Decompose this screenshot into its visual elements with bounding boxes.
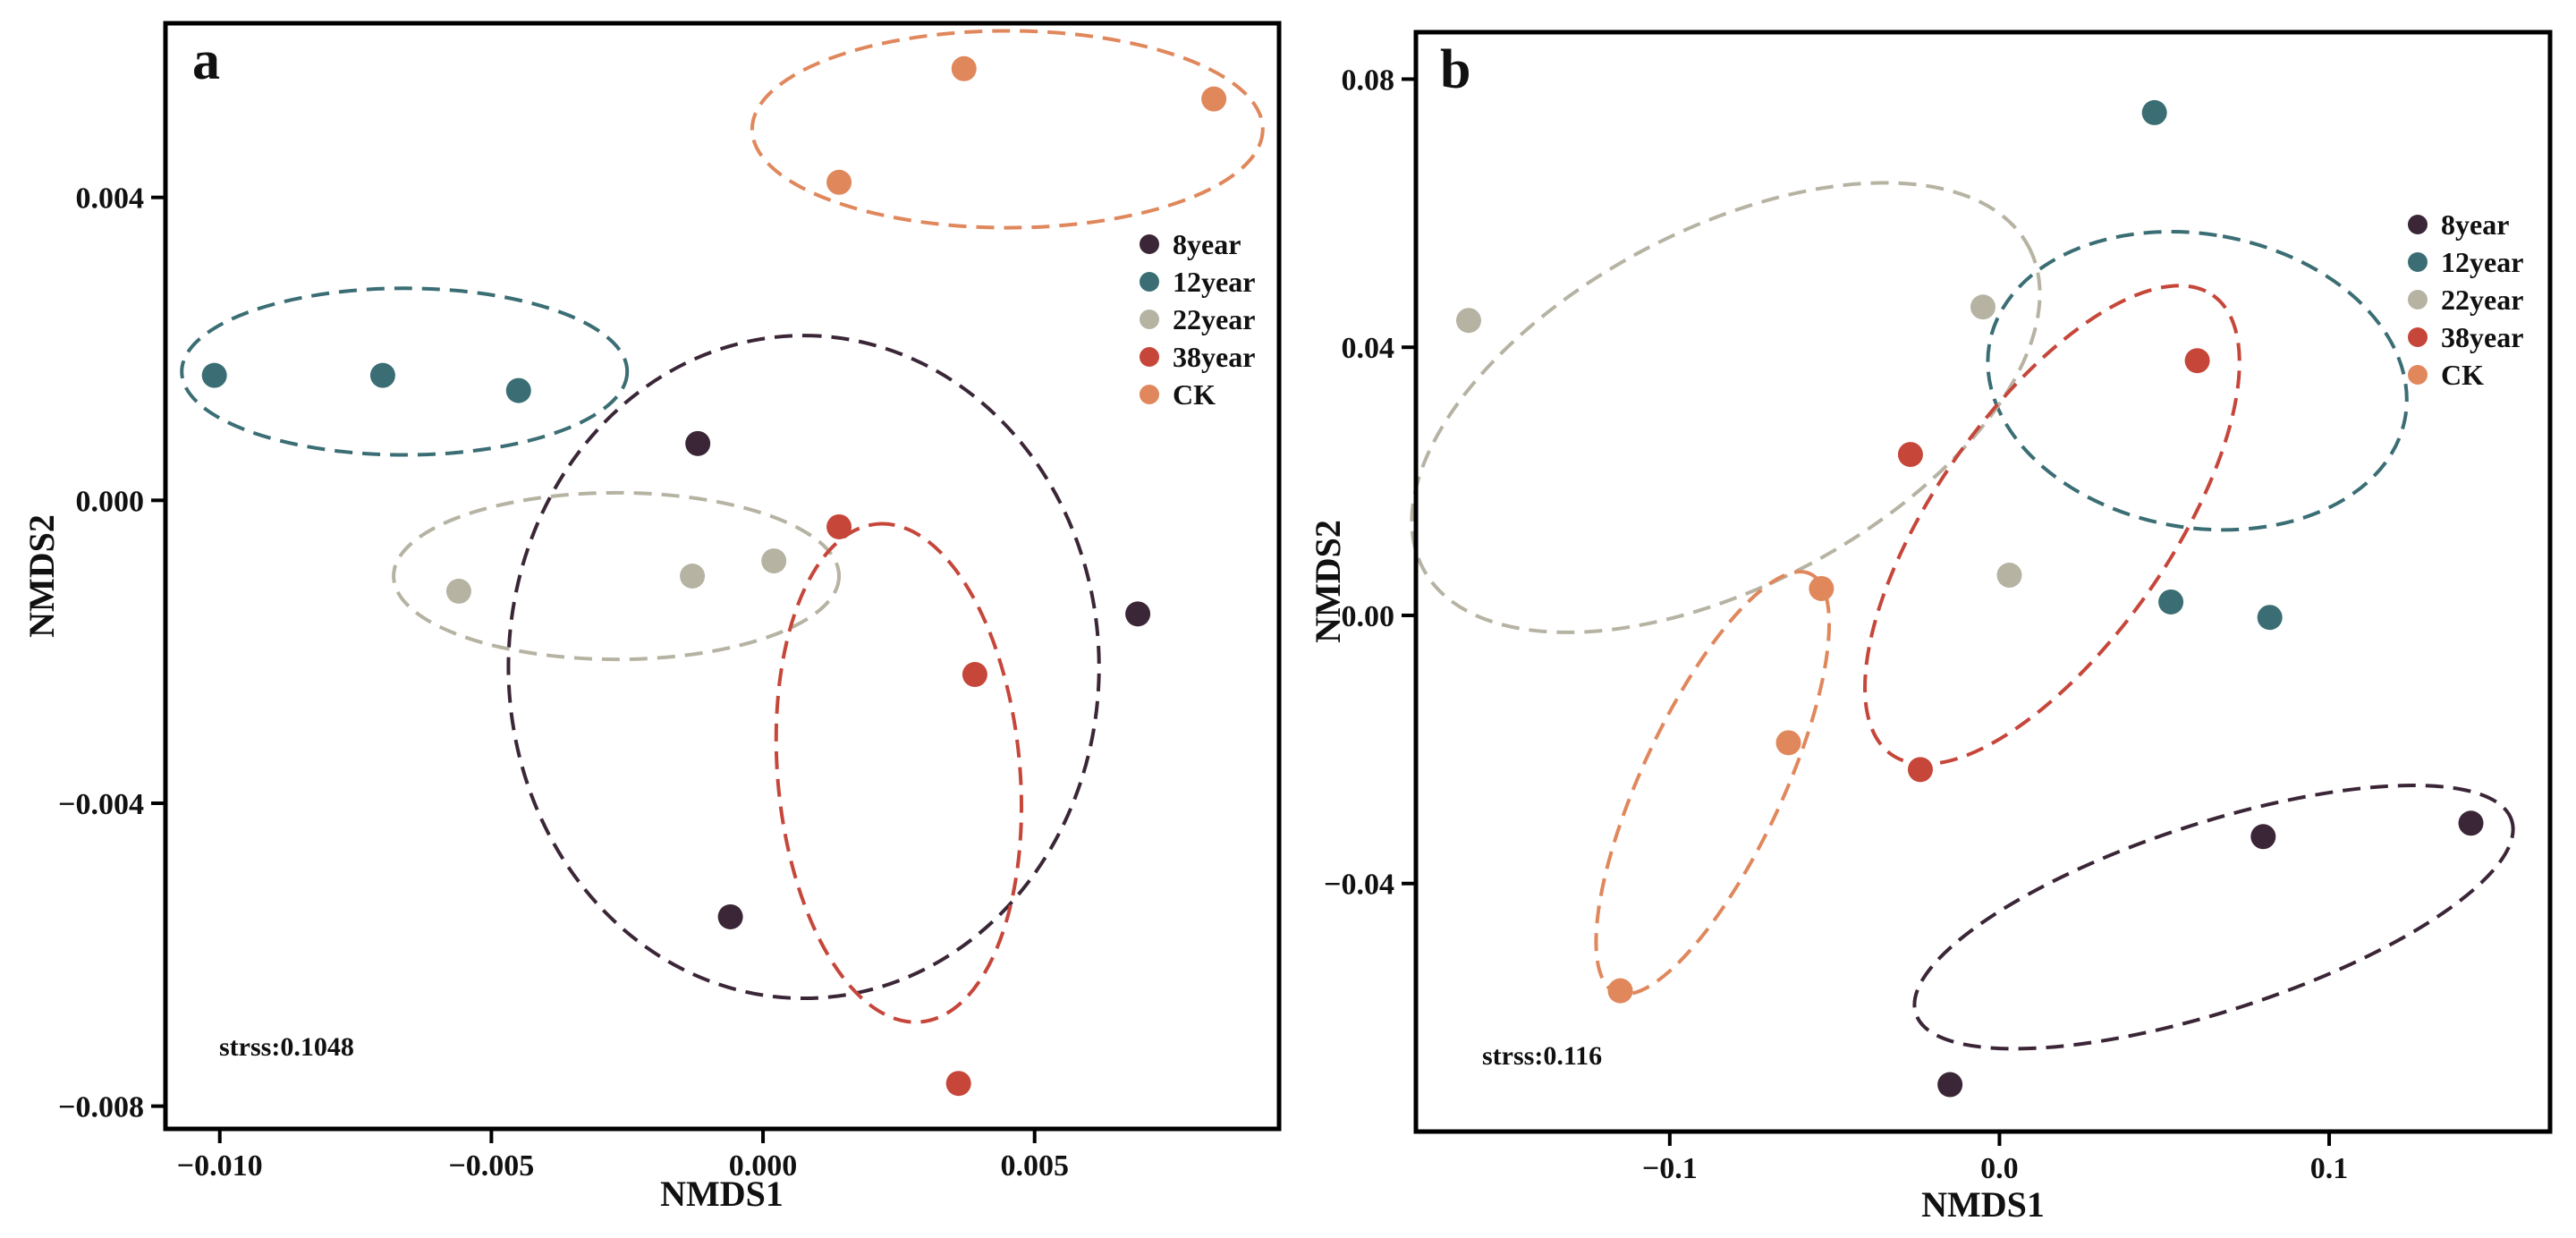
panel-a-point-ck-3 (826, 169, 852, 195)
panel-a-label: a (192, 30, 220, 91)
panel-a-point-ck-2 (1201, 86, 1227, 112)
panel-b-y-axis-label: NMDS2 (1308, 520, 1348, 643)
panel-a-point-12year-1 (201, 362, 227, 388)
panel-b-point-38year-3 (1907, 757, 1933, 783)
panel-b-ellipse-22year (1410, 181, 2042, 634)
panel-a-y-tick-label: 0.000 (76, 485, 145, 518)
panel-a-y-axis-label: NMDS2 (21, 514, 62, 638)
panel-a-point-22year-3 (761, 548, 787, 574)
panel-b-legend-label-38year: 38year (2441, 321, 2523, 353)
panel-b-point-8year-2 (2458, 810, 2484, 836)
panel-a-point-38year-1 (826, 513, 852, 539)
panel-b-legend-marker-ck (2408, 365, 2428, 385)
panel-a-legend-marker-22year (1140, 310, 1159, 329)
panel-a-y-tick-label: −0.008 (58, 1091, 144, 1124)
panel-b-legend-label-ck: CK (2441, 359, 2484, 391)
panel-b-plot-frame (1413, 30, 2553, 1134)
panel-a-ellipse-22year (392, 490, 842, 662)
panel-a-legend-label-ck: CK (1173, 378, 1216, 411)
panel-b-point-8year-1 (2250, 824, 2276, 850)
panel-b-y-tick-label: 0.04 (1342, 332, 1395, 365)
panel-b-stress-text: strss:0.116 (1482, 1041, 1602, 1071)
panel-b-point-22year-2 (1970, 294, 1996, 320)
panel-a-point-12year-3 (505, 377, 531, 403)
panel-a: −0.010 −0.005 0.000 0.005 0.004 0.000 −0.004 −0… (21, 21, 1282, 1214)
panel-a-x-axis-label: NMDS1 (660, 1174, 784, 1214)
panel-b-legend-label-12year: 12year (2441, 246, 2523, 278)
panel-a-point-22year-2 (680, 564, 706, 589)
panel-a-x-tick-label: 0.005 (1000, 1149, 1069, 1183)
panel-b-legend-marker-8year (2408, 215, 2428, 234)
panel-b-point-38year-2 (1897, 442, 1923, 468)
panel-a-point-ck-1 (951, 55, 977, 81)
panel-b-x-tick-label: 0.1 (2310, 1152, 2349, 1185)
panel-b-point-22year-1 (1455, 308, 1481, 334)
panel-a-ellipse-ck (750, 29, 1265, 230)
panel-b-legend-marker-22year (2408, 290, 2428, 310)
panel-a-point-38year-2 (962, 662, 987, 688)
panel-a-point-22year-1 (445, 578, 471, 604)
panel-b-legend-label-8year: 8year (2441, 208, 2509, 241)
panel-a-y-tick-label: 0.004 (76, 182, 145, 216)
panel-b: −0.1 0.0 0.1 0.08 0.04 0.00 −0.04 b NMDS1 NMDS… (1308, 30, 2553, 1225)
panel-a-legend-label-22year: 22year (1173, 303, 1255, 335)
panel-a-legend-marker-8year (1140, 234, 1159, 254)
panel-a-ellipse-38year (774, 521, 1023, 1024)
panel-a-x-tick-label: −0.005 (448, 1149, 534, 1183)
panel-b-ellipse-ck (1594, 570, 1832, 996)
panel-b-legend-label-22year: 22year (2441, 284, 2523, 316)
panel-a-point-8year-3 (717, 903, 743, 929)
panel-a-legend-label-12year: 12year (1173, 266, 1255, 298)
panel-b-y-tick-label: 0.00 (1342, 600, 1395, 633)
panel-b-point-ck-1 (1809, 575, 1835, 601)
panel-b-point-8year-3 (1937, 1072, 1963, 1098)
panel-b-point-38year-1 (2184, 348, 2210, 374)
panel-b-legend: 8year 12year 22year 38year CK (2408, 208, 2523, 391)
panel-a-point-38year-3 (945, 1071, 971, 1097)
panel-b-x-axis-label: NMDS1 (1921, 1184, 2045, 1225)
panel-a-y-tick-label: −0.004 (58, 788, 144, 821)
panel-a-legend-label-8year: 8year (1173, 228, 1241, 260)
panel-a-ellipse-8year (506, 334, 1101, 1001)
panel-a-point-8year-1 (685, 430, 711, 456)
panel-b-point-22year-3 (1996, 563, 2022, 589)
panel-b-label: b (1440, 39, 1470, 100)
panel-a-point-8year-2 (1125, 601, 1151, 627)
panel-b-legend-marker-38year (2408, 327, 2428, 347)
panel-b-ellipse-8year (1912, 784, 2515, 1051)
panel-a-x-tick-label: −0.010 (177, 1149, 263, 1183)
panel-b-y-tick-label: −0.04 (1324, 869, 1394, 902)
panel-a-ellipse-12year (180, 286, 630, 457)
panel-a-legend-marker-38year (1140, 347, 1159, 367)
panel-a-legend-marker-ck (1140, 385, 1159, 404)
panel-b-point-ck-2 (1775, 730, 1801, 756)
panel-b-legend-marker-12year (2408, 252, 2428, 272)
panel-a-point-12year-2 (369, 362, 395, 388)
panel-b-point-12year-2 (2158, 589, 2184, 615)
panel-a-legend-label-38year: 38year (1173, 341, 1255, 373)
panel-a-legend: 8year 12year 22year 38year CK (1140, 228, 1255, 411)
panel-a-stress-text: strss:0.1048 (219, 1032, 354, 1062)
panel-a-plot-frame (163, 21, 1282, 1132)
panel-b-x-tick-label: 0.0 (1980, 1152, 2019, 1185)
panel-b-point-12year-3 (2257, 605, 2283, 631)
panel-b-x-tick-label: −0.1 (1642, 1152, 1698, 1185)
panel-b-point-ck-3 (1607, 978, 1633, 1004)
panel-b-point-12year-1 (2141, 99, 2167, 125)
panel-b-ellipse-12year (1986, 230, 2409, 532)
panel-a-x-tick-label: 0.000 (729, 1149, 798, 1183)
panel-b-y-tick-label: 0.08 (1342, 64, 1395, 97)
panel-a-legend-marker-12year (1140, 272, 1159, 292)
